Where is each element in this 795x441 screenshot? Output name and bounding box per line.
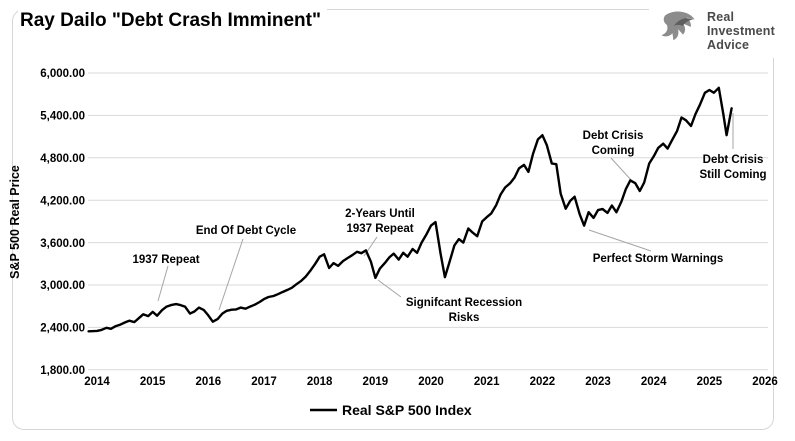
x-tick-label: 2026 [752, 376, 778, 388]
x-tick-label: 2015 [140, 376, 166, 388]
chart-title: Ray Dailo "Debt Crash Imminent" [18, 8, 327, 34]
y-tick-label: 3,600.00 [40, 238, 85, 250]
annotation-pointer [610, 157, 633, 182]
legend-label: Real S&P 500 Index [342, 402, 472, 418]
eagle-icon [661, 11, 695, 41]
y-axis-title: S&P 500 Real Price [8, 165, 22, 279]
x-tick-label: 2025 [697, 376, 723, 388]
y-tick-label: 2,400.00 [40, 323, 85, 335]
annotation-pointer [218, 238, 244, 311]
annotation-text: Debt Crisis Still Coming [699, 154, 766, 181]
annotation-text: Debt Crisis Coming [583, 130, 644, 157]
series-line [87, 86, 733, 333]
x-tick-label: 2024 [641, 376, 667, 388]
annotation-text: End Of Debt Cycle [196, 225, 296, 237]
logo-text-line: Real [707, 10, 735, 24]
annotation-text: Perfect Storm Warnings [593, 253, 724, 265]
y-tick-label: 4,800.00 [40, 153, 85, 165]
logo-text-line: Investment [707, 24, 775, 38]
annotation-pointer [588, 229, 652, 252]
y-tick-label: 6,000.00 [40, 68, 85, 80]
annotation-text: Signifcant Recession Risks [406, 297, 522, 324]
y-tick-label: 4,200.00 [40, 195, 85, 207]
x-tick-label: 2014 [84, 376, 110, 388]
x-tick-label: 2023 [585, 376, 611, 388]
brand-logo: Real Investment Advice [649, 4, 783, 58]
annotation-pointer [157, 265, 169, 302]
annotation-text: 1937 Repeat [132, 254, 199, 266]
logo-wordmark: Real Investment Advice [707, 10, 775, 52]
annotation-pointer [377, 279, 402, 298]
x-tick-label: 2019 [363, 376, 389, 388]
x-tick-label: 2016 [196, 376, 222, 388]
x-tick-label: 2020 [418, 376, 444, 388]
y-tick-label: 1,800.00 [40, 365, 85, 377]
x-tick-label: 2022 [530, 376, 556, 388]
logo-text-line: Advice [707, 38, 750, 52]
card-border [12, 9, 774, 430]
x-tick-label: 2021 [474, 376, 500, 388]
x-tick-label: 2018 [307, 376, 333, 388]
x-tick-label: 2017 [251, 376, 277, 388]
y-tick-label: 3,000.00 [40, 280, 85, 292]
annotation-text: 2-Years Until 1937 Repeat [345, 208, 415, 235]
y-tick-label: 5,400.00 [40, 111, 85, 123]
